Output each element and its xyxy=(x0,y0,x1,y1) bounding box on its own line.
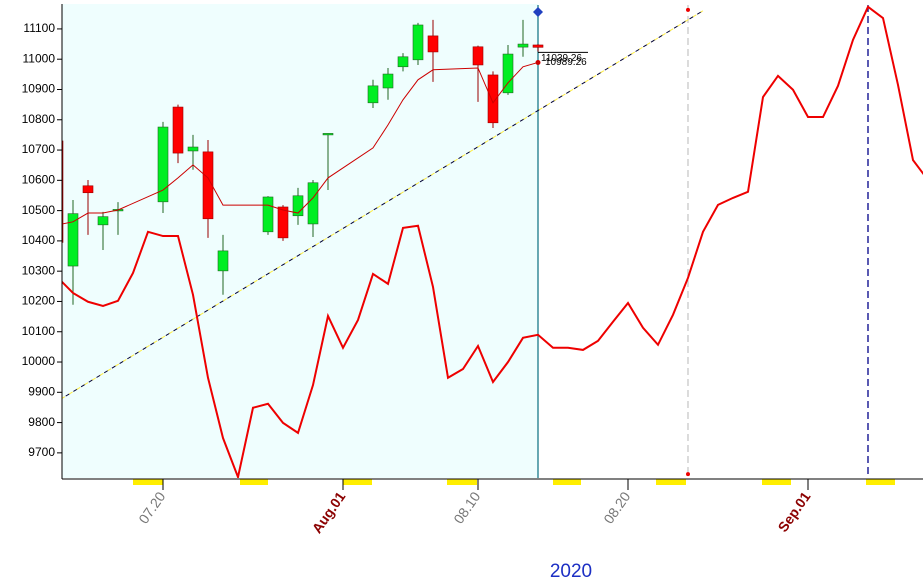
marker xyxy=(686,472,690,477)
y-tick-label: 10000 xyxy=(22,354,56,368)
x-axis-label: 2020 xyxy=(550,561,592,582)
candle-body xyxy=(292,195,304,217)
candle-body xyxy=(427,35,439,53)
candle-body xyxy=(307,182,319,225)
plot-area xyxy=(62,4,923,478)
candle-body xyxy=(367,85,379,104)
y-tick-label: 10400 xyxy=(22,233,56,247)
candle-body xyxy=(277,206,289,239)
candle-body xyxy=(322,133,334,136)
y-tick-label: 10100 xyxy=(22,324,56,338)
y-tick-label: 11100 xyxy=(23,21,55,35)
candle-body xyxy=(412,24,424,61)
candle-body xyxy=(97,216,109,226)
candle-body xyxy=(202,151,214,220)
candle-body xyxy=(217,250,229,272)
candle-body xyxy=(262,196,274,233)
y-tick-label: 10700 xyxy=(22,142,56,156)
value-label: 11039.26 xyxy=(541,53,582,64)
y-tick-label: 10500 xyxy=(22,203,56,217)
series-line xyxy=(62,61,539,225)
y-tick-label: 9900 xyxy=(28,384,55,398)
y-tick-label: 10900 xyxy=(22,82,56,96)
candle-body xyxy=(397,56,409,68)
candle-body xyxy=(172,106,184,154)
shaded-region xyxy=(62,4,538,478)
y-tick-label: 9700 xyxy=(28,445,55,459)
y-tick-label: 11000 xyxy=(23,51,56,65)
candle-body xyxy=(472,46,484,66)
y-tick-label: 10200 xyxy=(22,294,56,308)
candle-body xyxy=(487,74,499,124)
marker xyxy=(686,7,690,12)
y-tick-label: 10300 xyxy=(22,263,56,277)
candle-body xyxy=(157,126,169,203)
candle-body xyxy=(517,43,529,48)
weekend-highlights xyxy=(133,479,895,485)
marker xyxy=(533,6,543,17)
y-tick-label: 10600 xyxy=(22,173,56,187)
x-tick-label: Sep.01 xyxy=(774,488,813,534)
last-value-dot xyxy=(535,59,541,65)
y-tick-label: 9800 xyxy=(28,415,55,429)
candle-body xyxy=(532,44,544,48)
candle-body xyxy=(502,53,514,94)
y-tick-label: 10800 xyxy=(22,112,56,126)
series-line xyxy=(62,5,923,478)
candle-body xyxy=(67,213,79,267)
candle-body xyxy=(382,73,394,89)
x-tick-label: 08.20 xyxy=(600,489,633,527)
trend-line-dots xyxy=(62,10,704,399)
x-tick-label: 07.20 xyxy=(135,489,168,527)
x-tick-label: 08.10 xyxy=(450,489,483,527)
x-tick-label: Aug.01 xyxy=(309,489,349,537)
candle-body xyxy=(82,185,94,194)
candle-body xyxy=(187,146,199,152)
value-label: 10989.26 xyxy=(545,57,587,68)
